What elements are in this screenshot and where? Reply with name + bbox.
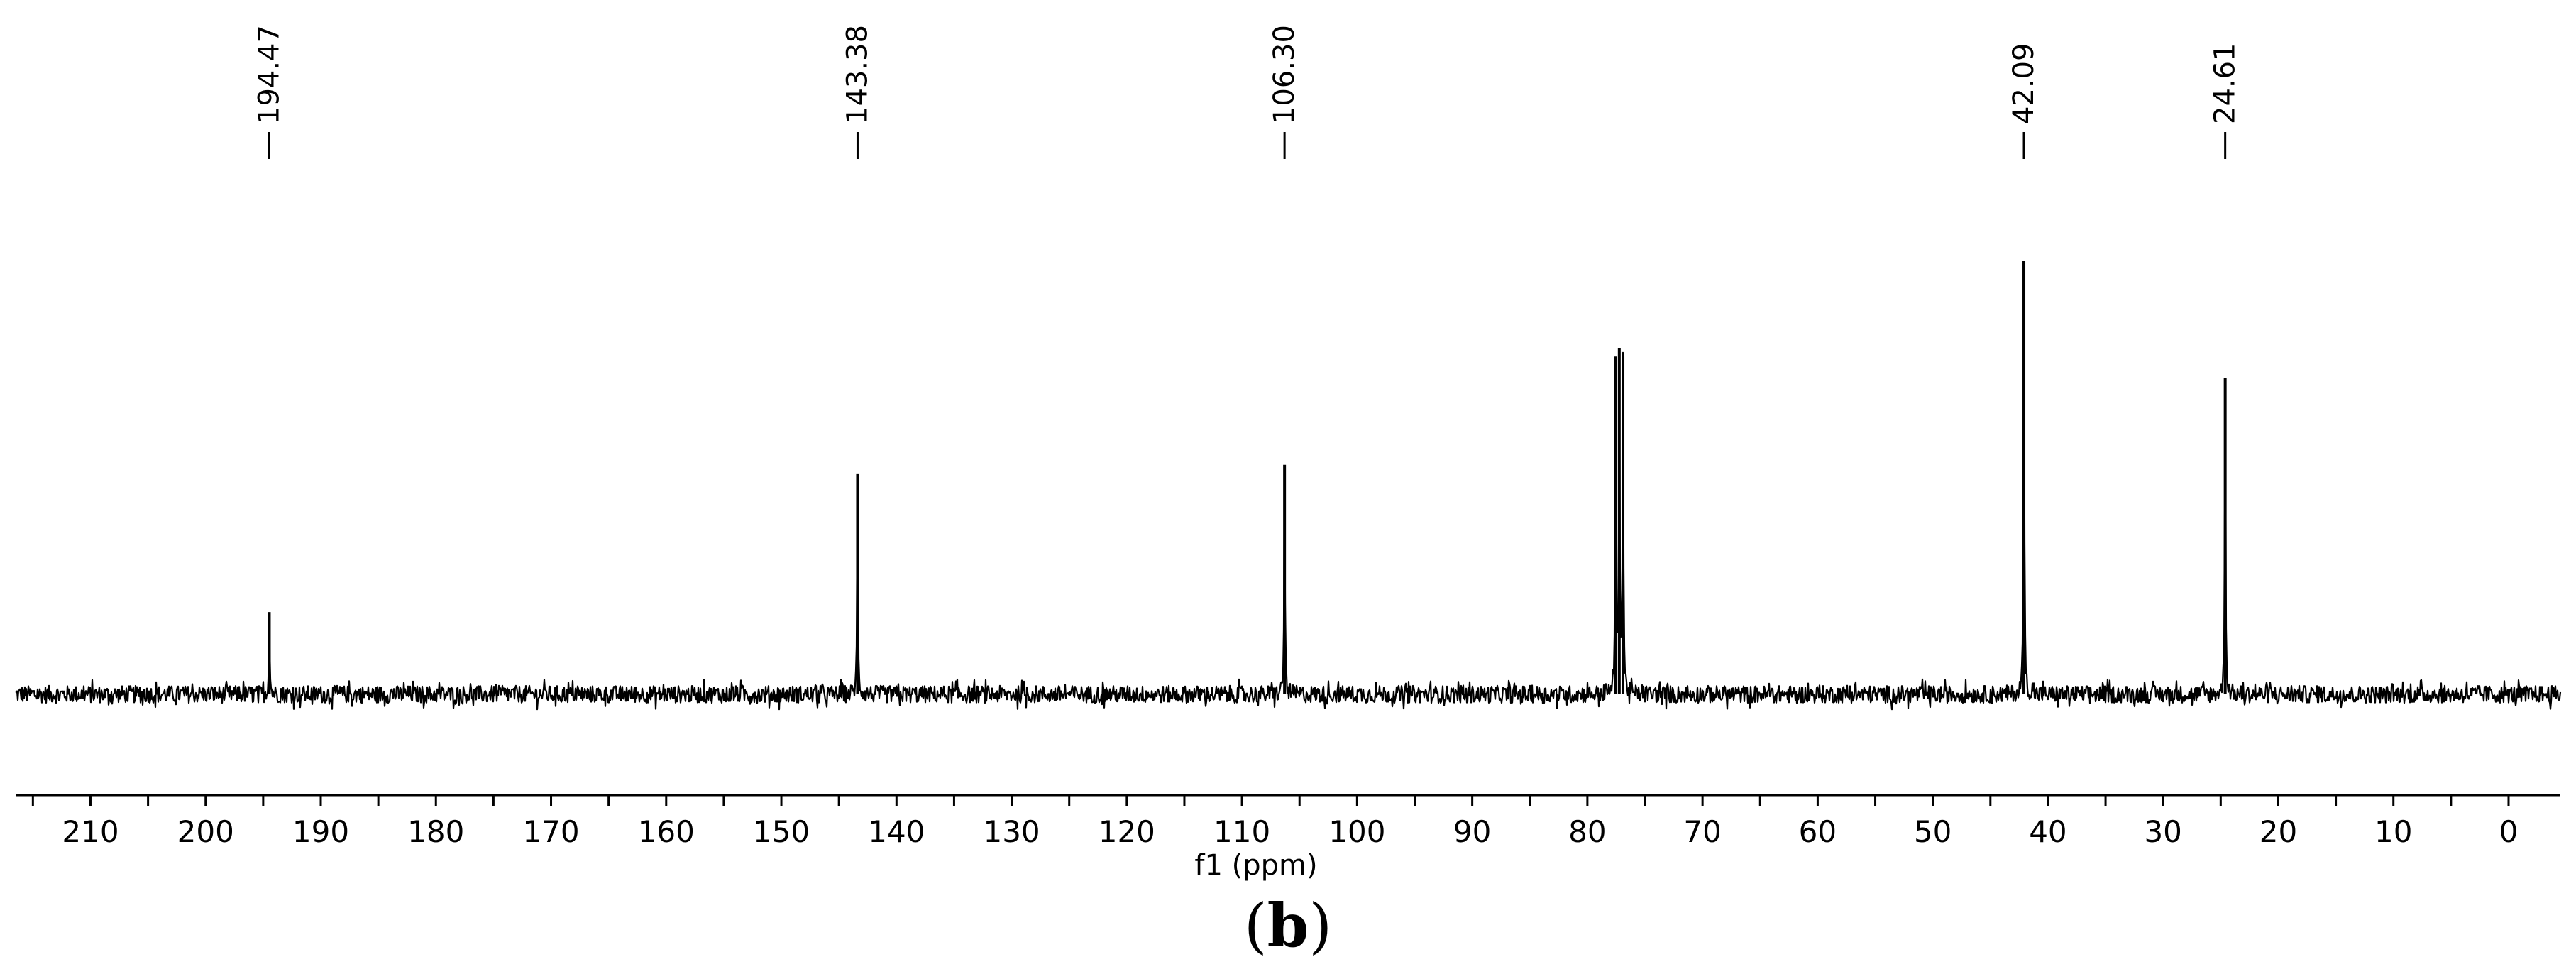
x-tick-label: 190 bbox=[292, 814, 349, 849]
x-tick-label: 0 bbox=[2499, 814, 2519, 849]
spectrum-trace bbox=[15, 269, 2562, 711]
x-tick-label: 40 bbox=[2029, 814, 2066, 849]
panel-label: (b) bbox=[0, 896, 2576, 956]
peak-label-group: 194.47 143.38 106.30 42.09 24.61 bbox=[253, 25, 2242, 159]
panel-label-open: ( bbox=[1243, 891, 1267, 961]
x-tick-label: 110 bbox=[1213, 814, 1270, 849]
x-tick-label: 70 bbox=[1683, 814, 1721, 849]
spectrum-trace-group bbox=[15, 261, 2562, 711]
x-tick-label: 20 bbox=[2259, 814, 2297, 849]
x-tick-label: 50 bbox=[1914, 814, 1952, 849]
peak-label: 143.38 bbox=[841, 25, 874, 124]
peak-label: 106.30 bbox=[1268, 25, 1301, 124]
peak-label: 42.09 bbox=[2008, 43, 2040, 124]
peak-label: 194.47 bbox=[253, 25, 285, 124]
x-tick-label: 210 bbox=[62, 814, 119, 849]
x-tick-label: 10 bbox=[2374, 814, 2412, 849]
x-tick-label: 60 bbox=[1799, 814, 1837, 849]
x-tick-label: 120 bbox=[1099, 814, 1155, 849]
x-tick-label: 170 bbox=[522, 814, 579, 849]
x-tick-label: 90 bbox=[1453, 814, 1491, 849]
x-tick-label: 140 bbox=[868, 814, 925, 849]
x-tick-label: 180 bbox=[407, 814, 464, 849]
x-tick-label: 80 bbox=[1568, 814, 1606, 849]
x-axis: 210 200 190 180 170 160 150 140 130 120 110 100 90 80… bbox=[16, 794, 2560, 849]
x-tick-label: 100 bbox=[1328, 814, 1385, 849]
x-tick-label: 160 bbox=[638, 814, 695, 849]
x-tick-label: 150 bbox=[753, 814, 810, 849]
peak-label: 24.61 bbox=[2209, 43, 2242, 124]
panel-label-close: ) bbox=[1309, 891, 1333, 961]
x-tick-label: 30 bbox=[2144, 814, 2181, 849]
x-axis-label: f1 (ppm) bbox=[1194, 849, 1317, 882]
x-tick-label: 200 bbox=[177, 814, 234, 849]
x-tick-label: 130 bbox=[983, 814, 1040, 849]
panel-label-letter: b bbox=[1267, 890, 1309, 961]
